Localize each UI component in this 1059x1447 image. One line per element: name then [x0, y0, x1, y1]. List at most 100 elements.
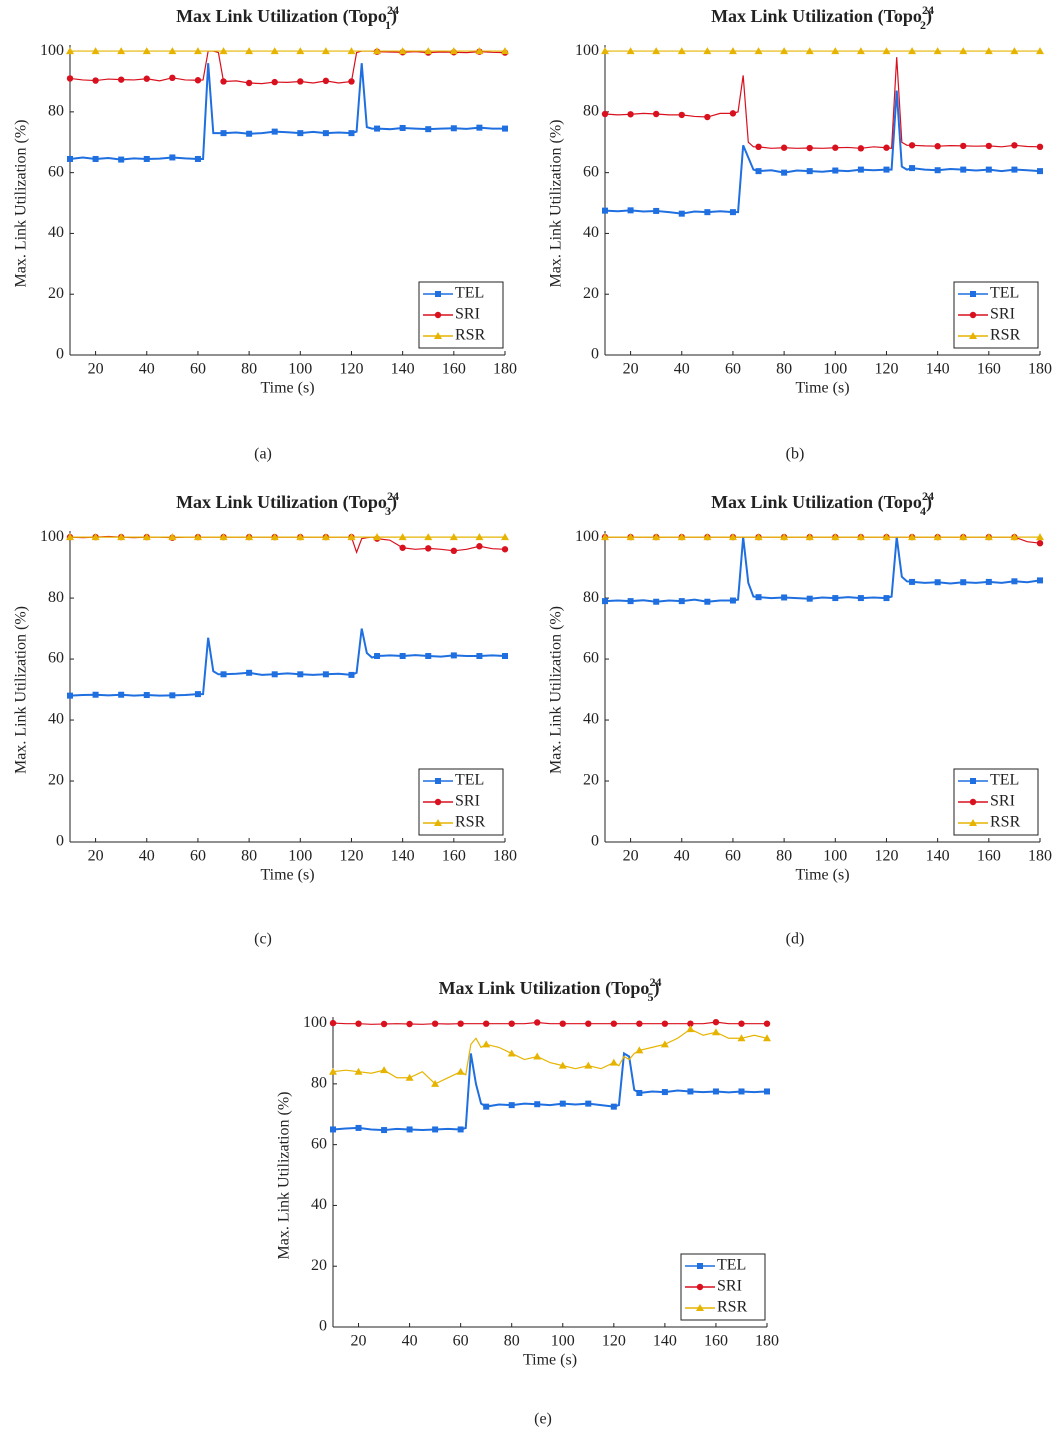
marker [1036, 47, 1044, 55]
marker [91, 533, 100, 541]
legend-marker [696, 1283, 704, 1291]
x-tick-label: 40 [139, 361, 155, 378]
x-tick-label: 60 [725, 848, 741, 865]
marker [169, 692, 176, 699]
title-part: Max Link Utilization (Topo [439, 978, 650, 999]
marker [220, 671, 227, 678]
legend-marker [435, 291, 441, 297]
marker [457, 1020, 464, 1027]
y-tick-label: 80 [48, 103, 64, 120]
marker [856, 47, 865, 55]
y-axis-label: Max. Link Utilization (%) [548, 606, 565, 774]
marker [610, 1020, 618, 1027]
marker [626, 533, 635, 541]
marker [425, 126, 432, 133]
x-tick-label: 60 [725, 361, 741, 378]
marker [985, 166, 992, 173]
marker [329, 1067, 337, 1075]
marker [636, 1020, 643, 1027]
title-part: 2 [920, 18, 926, 32]
marker [220, 130, 227, 137]
chart-title: Max Link Utilization (Topo24 1) [176, 3, 399, 32]
series-line [69, 535, 506, 555]
marker [1011, 166, 1018, 173]
marker [193, 533, 202, 541]
marker [432, 1126, 439, 1133]
x-tick-label: 100 [288, 361, 312, 378]
legend-marker [435, 778, 441, 784]
marker [704, 598, 711, 605]
series-line [69, 63, 505, 161]
marker [764, 1088, 770, 1095]
marker [626, 47, 635, 55]
y-tick-label: 100 [575, 528, 599, 545]
marker [780, 47, 789, 55]
marker [711, 1028, 720, 1036]
marker [449, 533, 458, 541]
series-line [605, 536, 1041, 544]
marker [602, 207, 608, 214]
marker [728, 47, 737, 55]
marker [168, 533, 177, 541]
legend-label: RSR [717, 1299, 748, 1316]
marker [755, 594, 762, 601]
marker [909, 165, 916, 172]
marker [450, 547, 458, 555]
marker [678, 598, 685, 605]
legend-label: RSR [990, 814, 1021, 831]
marker [763, 1034, 771, 1042]
marker [729, 597, 736, 604]
marker [934, 143, 941, 150]
marker [219, 47, 228, 55]
x-axis-label: Time (s) [523, 1352, 577, 1369]
marker [168, 47, 177, 55]
marker [653, 207, 660, 214]
x-axis-label: Time (s) [260, 380, 314, 397]
series-line [332, 1051, 768, 1132]
y-tick-label: 40 [48, 224, 64, 241]
marker [635, 1046, 644, 1054]
marker [652, 110, 660, 118]
legend-label: SRI [717, 1278, 742, 1295]
x-tick-label: 20 [351, 1333, 367, 1350]
marker [457, 1126, 464, 1133]
legend-label: TEL [717, 1257, 746, 1274]
marker [297, 78, 304, 85]
marker [475, 47, 484, 55]
y-tick-label: 100 [575, 42, 599, 59]
marker [118, 691, 125, 698]
legend-label: TEL [990, 285, 1019, 302]
marker [348, 78, 355, 85]
marker [355, 1020, 362, 1027]
title-part: 24 [387, 3, 399, 17]
marker [424, 533, 433, 541]
marker [1037, 168, 1043, 175]
marker [856, 533, 865, 541]
x-tick-label: 40 [402, 1333, 418, 1350]
marker [610, 1103, 617, 1110]
marker [601, 47, 609, 55]
x-tick-label: 40 [674, 361, 690, 378]
marker [678, 111, 685, 119]
y-tick-label: 100 [40, 528, 64, 545]
marker [661, 1020, 669, 1027]
marker [169, 74, 176, 82]
marker [883, 166, 890, 173]
marker [959, 47, 968, 55]
marker [297, 671, 304, 678]
marker [117, 47, 126, 55]
legend-label: TEL [455, 772, 484, 789]
x-tick-label: 20 [88, 848, 104, 865]
marker [781, 594, 788, 601]
legend-label: RSR [990, 327, 1021, 344]
y-tick-label: 20 [48, 772, 64, 789]
title-part: 3 [385, 504, 391, 518]
y-tick-label: 60 [583, 650, 599, 667]
marker [933, 47, 942, 55]
marker [117, 533, 126, 541]
marker [194, 691, 201, 698]
marker [984, 533, 993, 541]
marker [1036, 539, 1044, 547]
marker [476, 543, 483, 550]
caption: (b) [786, 446, 805, 463]
